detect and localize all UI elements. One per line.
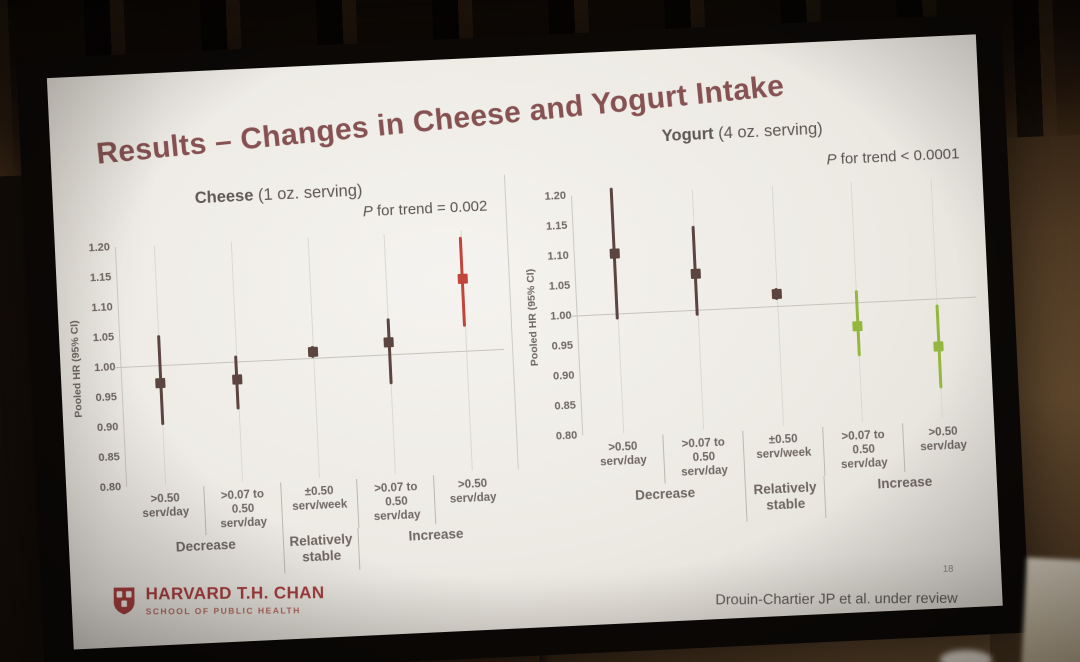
x-category-label: >0.50 serv/day: [599, 440, 648, 469]
x-category-label: >0.07 to 0.50 serv/day: [203, 482, 283, 536]
yogurt-chart: Yogurt (4 oz. serving) P for trend < 0.0…: [516, 113, 986, 532]
x-group-label: Increase: [877, 474, 933, 492]
cheese-chart: Cheese (1 oz. serving) P for trend = 0.0…: [60, 175, 514, 584]
p-trend-text: for trend < 0.0001: [836, 145, 960, 169]
citation: Drouin-Chartier JP et al. under review: [715, 590, 958, 609]
y-tick-label: 1.10: [91, 301, 114, 315]
hr-point-marker: [383, 337, 395, 348]
harvard-shield-icon: [113, 586, 135, 614]
y-tick-label: 0.90: [552, 369, 575, 383]
y-tick-label: 1.15: [89, 271, 112, 285]
y-tick-label: 1.10: [547, 249, 570, 263]
cheese-chart-subtitle-rest: (1 oz. serving): [252, 181, 363, 205]
slide-footer: HARVARD T.H. CHAN SCHOOL OF PUBLIC HEALT…: [71, 560, 1001, 622]
hr-point-marker: [231, 374, 243, 385]
plot-area: [114, 229, 510, 487]
y-tick-label: 0.95: [551, 339, 574, 353]
y-tick-label: 0.95: [95, 391, 118, 405]
hr-point-marker: [933, 341, 944, 352]
y-tick-label: 0.80: [99, 481, 122, 495]
foreground-object: [940, 650, 992, 662]
hr-point-marker: [771, 288, 782, 300]
hr-point-marker: [155, 377, 166, 389]
y-tick-label: 0.85: [554, 399, 577, 413]
foreground-easel: [1021, 557, 1080, 662]
presentation-slide: Results – Changes in Cheese and Yogurt I…: [46, 34, 1003, 650]
x-group-label: Relatively stable: [744, 476, 827, 523]
y-tick-label: 1.15: [545, 219, 568, 233]
yogurt-chart-subtitle-bold: Yogurt: [661, 124, 715, 146]
projector-screen-bezel: Results – Changes in Cheese and Yogurt I…: [15, 13, 1031, 662]
x-group-label: Increase: [408, 526, 464, 544]
hr-point-marker: [852, 320, 863, 332]
x-category-label: >0.50 serv/day: [433, 471, 513, 525]
ci-error-bar: [386, 318, 393, 385]
y-tick-label: 0.85: [98, 451, 121, 465]
page-number: 18: [942, 563, 954, 575]
x-group-label: Decrease: [634, 485, 696, 504]
y-tick-label: 1.05: [548, 279, 571, 293]
y-tick-label: 1.00: [93, 361, 116, 375]
plot-area: [570, 176, 982, 436]
x-category-label: >0.50 serv/day: [142, 492, 190, 520]
x-category-label: >0.50 serv/day: [902, 419, 985, 473]
y-tick-label: 1.20: [88, 241, 111, 255]
reference-line: [570, 296, 977, 317]
harvard-logo-subtitle: SCHOOL OF PUBLIC HEALTH: [145, 605, 301, 617]
harvard-logo-text: HARVARD T.H. CHAN SCHOOL OF PUBLIC HEALT…: [146, 583, 325, 616]
cheese-chart-subtitle-bold: Cheese: [194, 186, 254, 208]
cheese-chart-body: Pooled HR (95% CI) 1.20 1.15 1.10 1.05 1.00 0…: [63, 229, 510, 494]
hr-point-marker: [690, 268, 701, 280]
x-category-label: ±0.50 serv/week: [742, 426, 825, 481]
hr-point-marker: [307, 346, 318, 358]
y-tick-label: 0.90: [96, 421, 119, 435]
hr-point-marker: [609, 248, 620, 259]
y-tick-label: 1.05: [92, 331, 115, 345]
yogurt-chart-subtitle-rest: (4 oz. serving): [713, 119, 824, 143]
harvard-logo-title: HARVARD T.H. CHAN: [145, 583, 325, 604]
yogurt-chart-body: Pooled HR (95% CI) 1.20 1.15 1.10 1.05 1.00 0…: [519, 176, 982, 443]
x-category-label: >0.07 to 0.50 serv/day: [356, 475, 436, 529]
y-tick-label: 0.80: [555, 429, 578, 443]
harvard-logo: HARVARD T.H. CHAN SCHOOL OF PUBLIC HEALT…: [112, 583, 325, 616]
hr-point-marker: [457, 273, 468, 285]
x-category-label: >0.07 to 0.50 serv/day: [662, 430, 745, 484]
y-tick-label: 1.20: [544, 189, 567, 203]
x-category-label: >0.07 to 0.50 serv/day: [822, 423, 905, 477]
y-tick-label: 1.00: [549, 309, 572, 323]
x-category-label: ±0.50 serv/week: [279, 478, 359, 532]
